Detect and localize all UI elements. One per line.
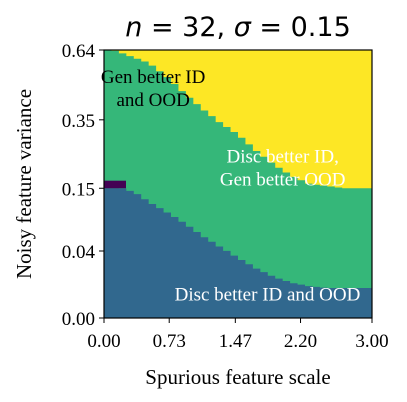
x-tick-label: 2.20 [284, 331, 317, 352]
x-tick-label: 1.47 [219, 331, 252, 352]
plot-frame [103, 49, 373, 319]
y-tick-label: 0.15 [62, 179, 95, 200]
region-labels: Gen better ID and OOD Disc better ID, Gen b… [101, 67, 360, 305]
x-tick-label: 3.00 [355, 331, 388, 352]
y-tick-label: 0.64 [62, 41, 96, 62]
x-tick-label: 0.00 [87, 331, 120, 352]
x-axis-label: Spurious feature scale [145, 365, 330, 389]
y-tick-label: 0.04 [62, 242, 96, 263]
y-axis-label: Noisy feature variance [12, 89, 36, 279]
heatmap-regions [104, 50, 372, 318]
region-disc-better-id-and-ood [104, 188, 372, 318]
label-gen-better-id-and-ood: Gen better ID and OOD [101, 67, 205, 111]
y-tick-label: 0.35 [62, 111, 95, 132]
y-tick-label: 0.00 [62, 309, 95, 330]
x-axis-ticks: 0.00 0.73 1.47 2.20 3.00 [87, 318, 389, 352]
y-axis-ticks: 0.00 0.04 0.15 0.35 0.64 [62, 41, 104, 330]
x-tick-label: 0.73 [153, 331, 186, 352]
region-gen-better-id-and-ood [104, 50, 372, 189]
label-disc-id-and-ood: Disc better ID and OOD [175, 284, 361, 305]
chart-title: n = 32, σ = 0.15 [125, 12, 351, 43]
region-sliver [104, 180, 126, 189]
label-disc-id-gen-ood: Disc better ID, Gen better OOD [220, 147, 346, 191]
